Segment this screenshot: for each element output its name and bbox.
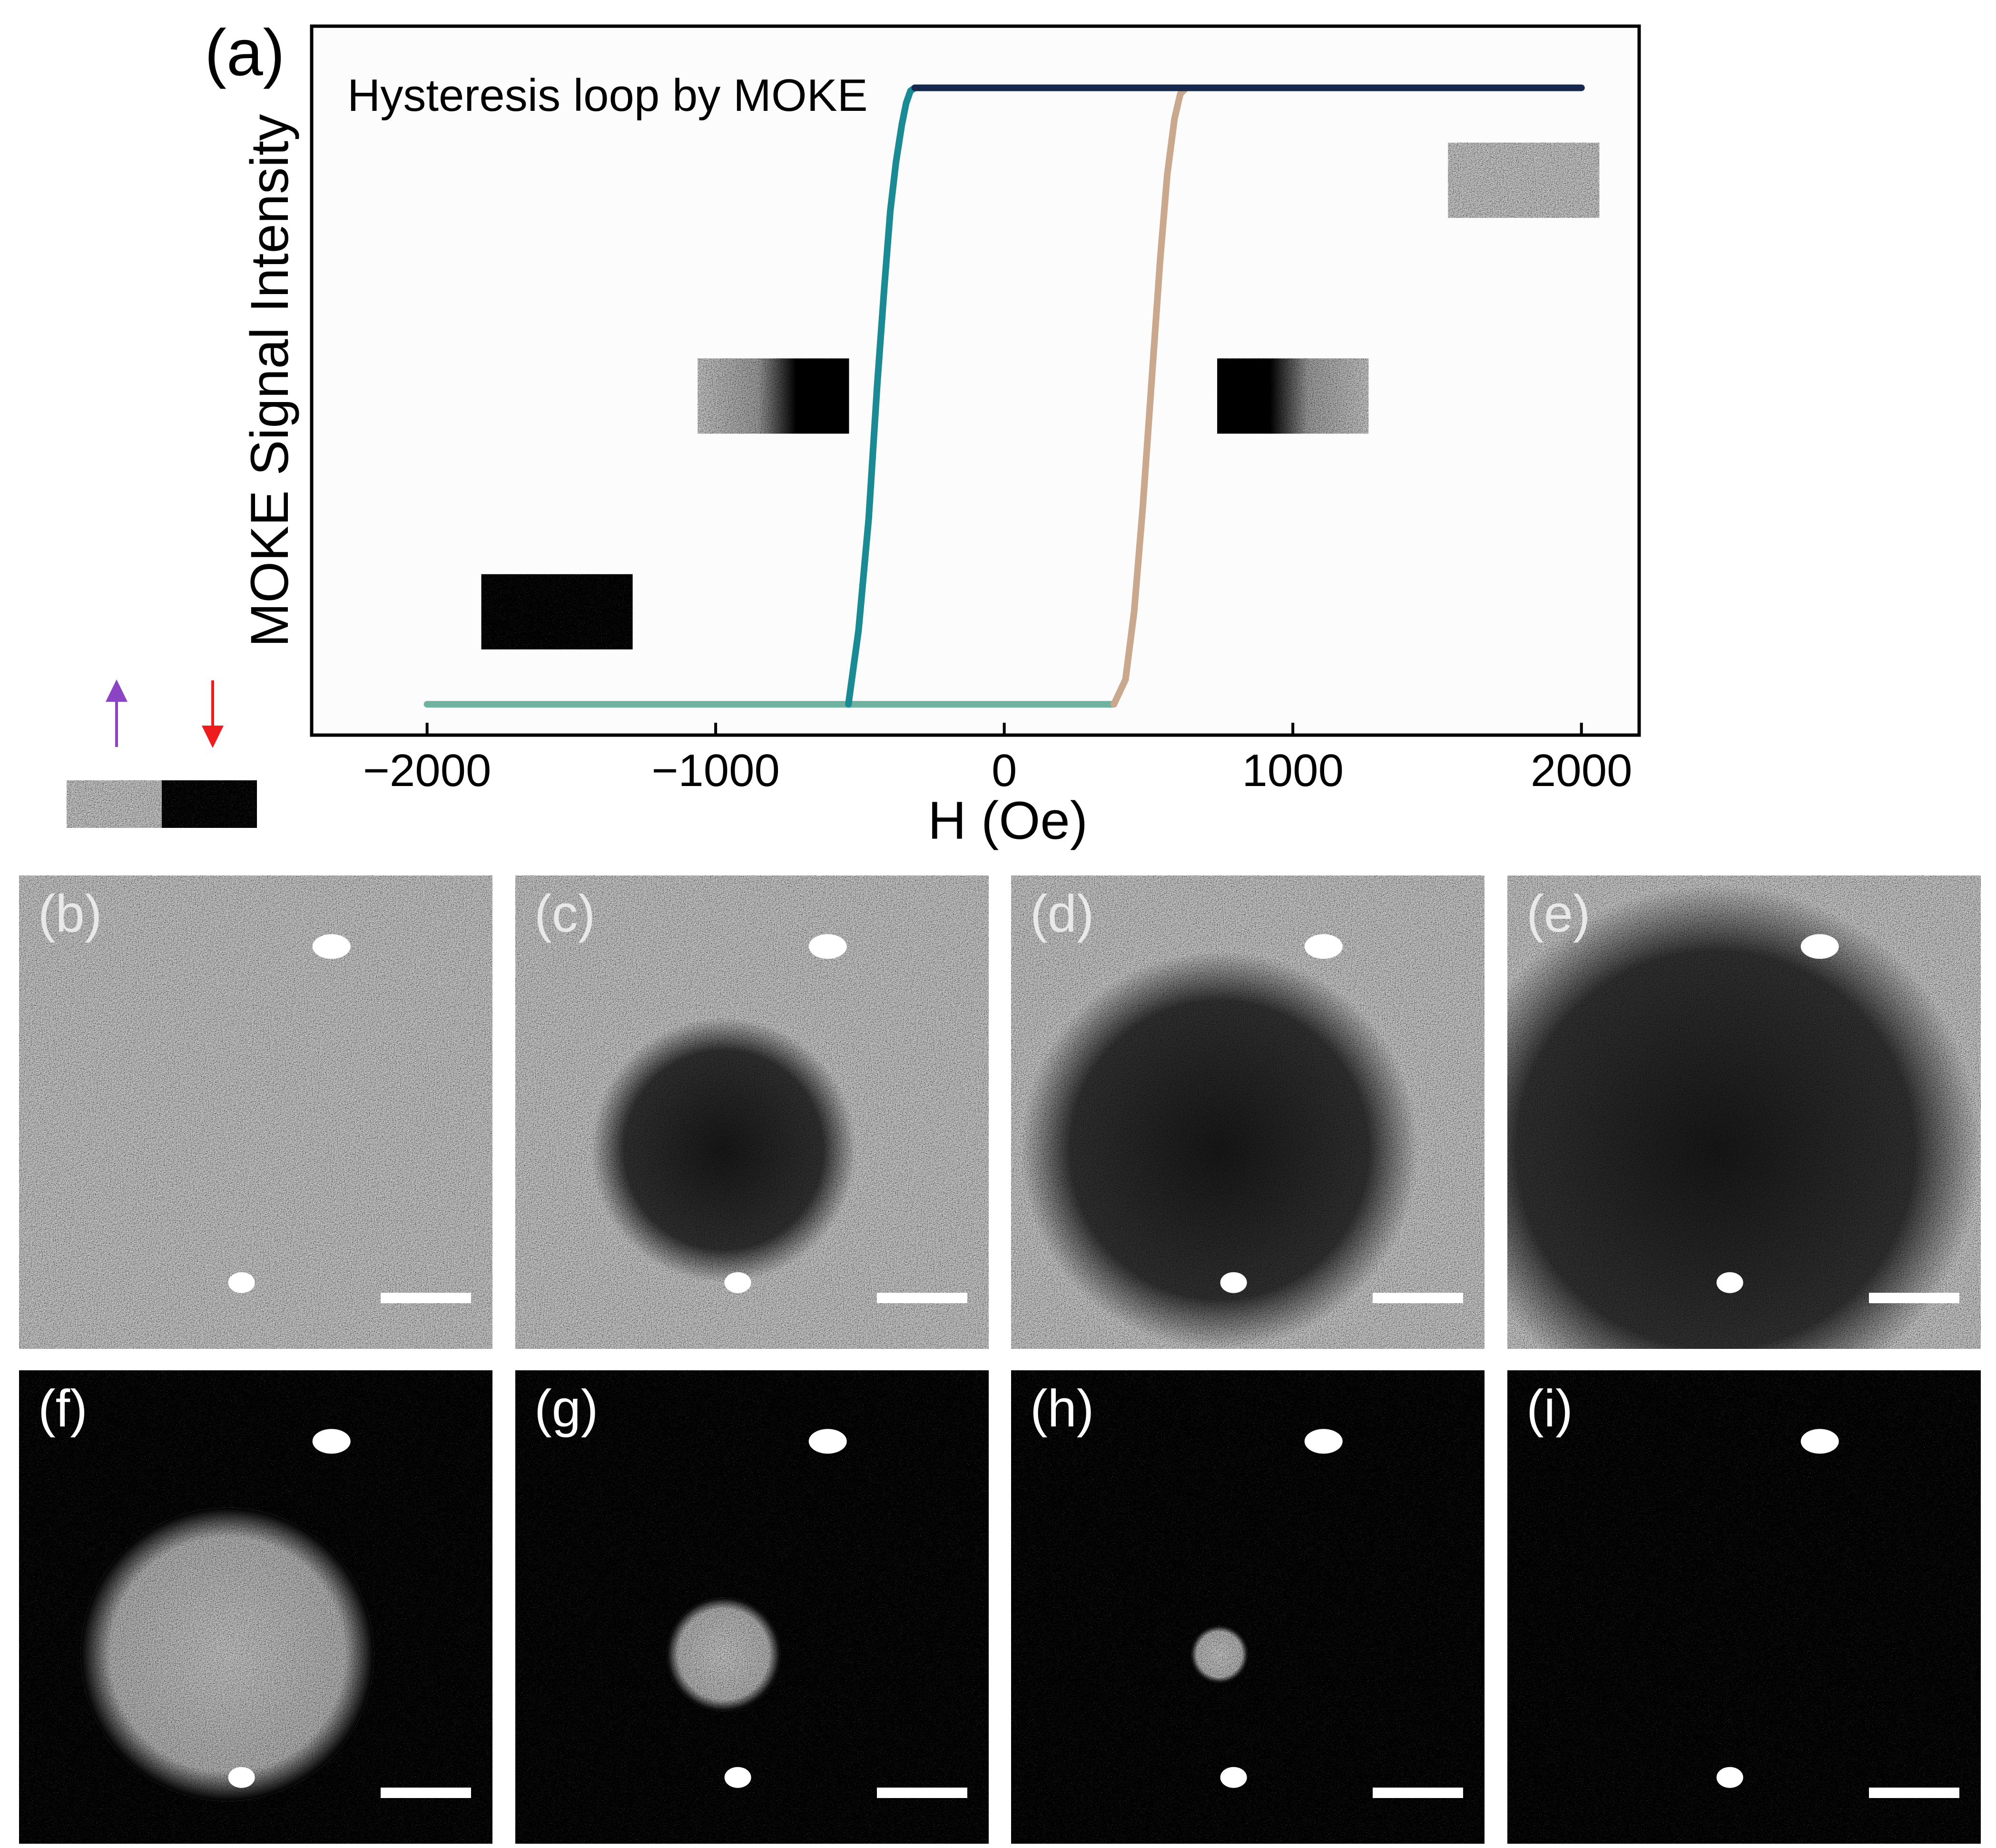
y-axis-label: MOKE Signal Intensity [240, 114, 299, 648]
legend-swatch-up-noise [67, 780, 162, 828]
defect-top [1304, 1429, 1343, 1454]
defect-bottom [1220, 1272, 1247, 1293]
defect-top [1800, 1429, 1839, 1454]
x-tick-label: −1000 [651, 745, 780, 796]
panel-label: (b) [38, 885, 102, 943]
x-axis-label: H (Oe) [928, 791, 1088, 850]
remaining-domain [667, 1597, 781, 1711]
panel-label: (g) [534, 1379, 598, 1438]
scale-bar [1373, 1293, 1463, 1303]
micrograph-h: (h) [1011, 1370, 1485, 1844]
micrograph-e: (e) [1507, 875, 1981, 1349]
reversed-domain [591, 1017, 856, 1283]
micrograph-i: (i) [1507, 1370, 1981, 1844]
reversed-domain [1020, 951, 1418, 1349]
scale-bar [1373, 1788, 1463, 1798]
defect-bottom [724, 1767, 751, 1788]
partial-left-inset [698, 358, 849, 434]
remaining-domain [1191, 1626, 1248, 1683]
x-ticks: −2000 −1000 0 1000 2000 [363, 723, 1632, 796]
defect-bottom [228, 1272, 255, 1293]
micrograph-b: (b) [19, 875, 492, 1349]
chart-insets [481, 142, 1600, 649]
micrograph-d: (d) [1011, 875, 1485, 1349]
defect-top [312, 1429, 351, 1454]
defect-bottom [1716, 1767, 1743, 1788]
series-line-2 [845, 84, 918, 708]
panel-label: (e) [1526, 885, 1590, 943]
defect-bottom [228, 1767, 255, 1788]
x-tick-label: 2000 [1531, 745, 1632, 796]
panel-label: (h) [1030, 1379, 1094, 1438]
defect-top [808, 934, 847, 959]
magnetization-legend [67, 679, 257, 828]
defect-top [1800, 934, 1839, 959]
panel-label: (i) [1526, 1379, 1573, 1438]
scale-bar [381, 1788, 471, 1798]
defect-bottom [1716, 1272, 1743, 1293]
reversed-domain [1507, 885, 1981, 1349]
micrograph-c: (c) [515, 875, 989, 1349]
moke-micrographs: (b) (c) (d) (e) (f) (g) (h) (i) [19, 875, 1981, 1844]
hysteresis-chart: (a) Hysteresis loop by MOKE MOKE Signal … [205, 16, 1641, 850]
partial-right-inset [1217, 358, 1369, 434]
micrograph-g: (g) [515, 1370, 989, 1844]
x-tick-label: 0 [992, 745, 1017, 796]
down-arrow-icon [202, 680, 224, 748]
fully-up-inset [1448, 142, 1600, 218]
scale-bar [877, 1788, 967, 1798]
panel-label-a: (a) [205, 16, 285, 89]
up-arrow-icon [106, 679, 128, 747]
scale-bar [381, 1293, 471, 1303]
defect-top [808, 1429, 847, 1454]
scale-bar [877, 1293, 967, 1303]
remaining-domain [80, 1507, 374, 1801]
defect-bottom [1220, 1767, 1247, 1788]
scale-bar [1869, 1293, 1959, 1303]
panel-label: (c) [534, 885, 595, 943]
panel-label: (f) [38, 1379, 88, 1438]
defect-top [312, 934, 351, 959]
fully-down-inset [481, 574, 633, 649]
x-tick-label: −2000 [363, 745, 492, 796]
defect-bottom [724, 1272, 751, 1293]
scale-bar [1869, 1788, 1959, 1798]
chart-annotation: Hysteresis loop by MOKE [347, 70, 868, 121]
micrograph-f: (f) [19, 1370, 492, 1844]
panel-label: (d) [1030, 885, 1094, 943]
x-tick-label: 1000 [1242, 745, 1344, 796]
defect-top [1304, 934, 1343, 959]
chart-series [423, 84, 1585, 708]
series-line-3 [1111, 84, 1190, 708]
legend-swatch-down-noise [162, 780, 257, 828]
